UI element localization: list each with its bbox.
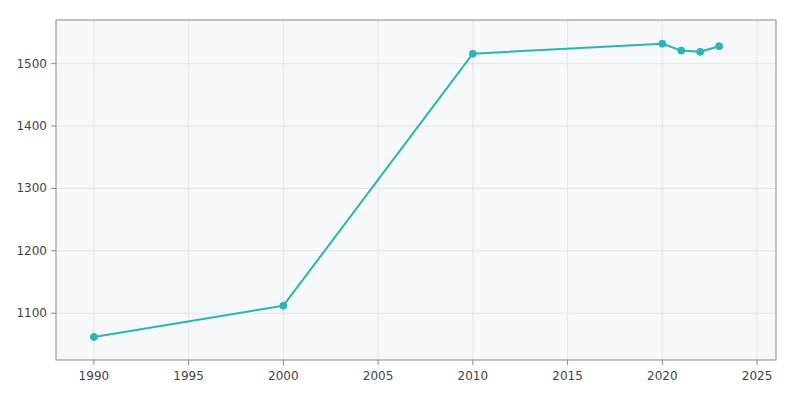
x-tick-label: 2010 (458, 369, 489, 383)
y-tick-label: 1100 (16, 306, 47, 320)
x-tick-label: 1995 (173, 369, 204, 383)
x-grid-line (93, 20, 94, 360)
grid (56, 20, 776, 360)
x-grid-line (567, 20, 568, 360)
chart-svg: 1990 1995 2000 2005 2010 2015 2020 2025 1100 1200… (0, 0, 800, 400)
y-tick-label: 1200 (16, 244, 47, 258)
point (280, 302, 287, 309)
point (697, 48, 704, 55)
x-tick-label: 2005 (363, 369, 394, 383)
point (659, 40, 666, 47)
y-tick (51, 126, 56, 127)
point (716, 43, 723, 50)
data-layer (90, 40, 722, 340)
x-tick-label: 2025 (742, 369, 773, 383)
x-tick (283, 360, 284, 365)
x-tick (567, 360, 568, 365)
y-grid-line (56, 188, 776, 189)
y-tick-label: 1400 (16, 119, 47, 133)
x-tick (472, 360, 473, 365)
y-tick (51, 313, 56, 314)
page: {"chart_data": {"type": "line", "x": [19… (0, 0, 800, 400)
chart-container: 1990 1995 2000 2005 2010 2015 2020 2025 1100 1200… (0, 0, 800, 400)
x-tick (378, 360, 379, 365)
x-tick-label: 2015 (552, 369, 583, 383)
x-tick (93, 360, 94, 365)
point (90, 333, 97, 340)
y-tick-label: 1500 (16, 57, 47, 71)
x-grid-line (757, 20, 758, 360)
y-tick (51, 250, 56, 251)
x-tick-label: 2000 (268, 369, 299, 383)
y-tick-label: 1300 (16, 181, 47, 195)
x-tick (188, 360, 189, 365)
plot-frame (56, 20, 776, 360)
y-tick (51, 188, 56, 189)
axes: 1990 1995 2000 2005 2010 2015 2020 2025 1100 1200… (16, 20, 776, 383)
y-grid-line (56, 126, 776, 127)
x-grid-line (188, 20, 189, 360)
line (94, 44, 719, 337)
y-grid-line (56, 250, 776, 251)
x-grid-line (378, 20, 379, 360)
y-grid-line (56, 313, 776, 314)
x-grid-line (472, 20, 473, 360)
x-grid-line (662, 20, 663, 360)
x-tick (662, 360, 663, 365)
x-tick-label: 1990 (79, 369, 110, 383)
x-tick-label: 2020 (647, 369, 678, 383)
x-tick (757, 360, 758, 365)
y-grid-line (56, 63, 776, 64)
y-tick (51, 63, 56, 64)
point (469, 50, 476, 57)
point (678, 47, 685, 54)
plot-background (56, 20, 776, 360)
